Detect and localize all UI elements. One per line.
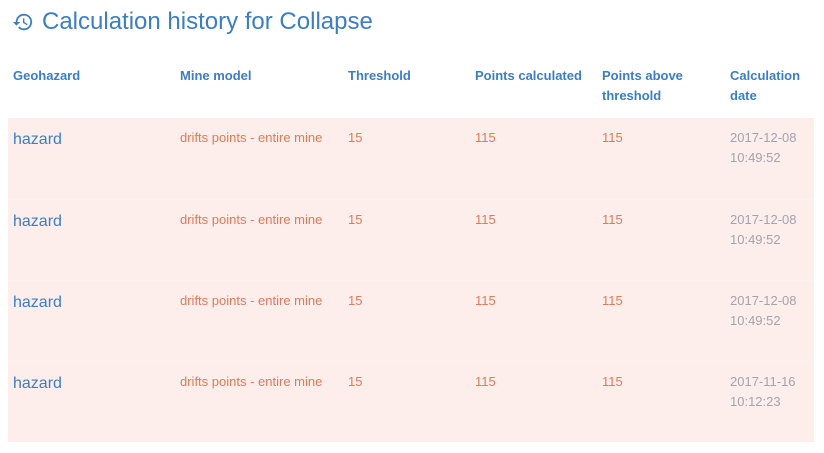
cell-mine-model: drifts points - entire mine [180, 211, 323, 227]
cell-points-calculated: 115 [475, 130, 496, 145]
header-mine-model[interactable]: Mine model [180, 68, 252, 83]
cell-calculation-date: 2017-12-08 10:49:52 [730, 130, 797, 165]
cell-calculation-date: 2017-12-08 10:49:52 [730, 211, 797, 247]
header-threshold[interactable]: Threshold [348, 68, 411, 83]
cell-mine-model: drifts points - entire mine [180, 373, 323, 389]
calculation-history-table: Geohazard Mine model Threshold Points ca… [8, 60, 814, 442]
cell-points-calculated: 115 [475, 373, 496, 389]
cell-geohazard[interactable]: hazard [13, 293, 62, 311]
header-calculation-date[interactable]: Calculation date [730, 68, 801, 103]
history-icon [12, 11, 34, 33]
table-row[interactable]: hazard drifts points - entire mine 15 11… [8, 280, 814, 361]
header-geohazard[interactable]: Geohazard [13, 68, 81, 83]
cell-calculation-date: 2017-12-08 10:49:52 [730, 292, 797, 328]
cell-geohazard[interactable]: hazard [13, 212, 62, 230]
cell-mine-model: drifts points - entire mine [180, 292, 323, 308]
cell-points-calculated: 115 [475, 292, 496, 308]
cell-threshold: 15 [348, 130, 363, 145]
page-title-text: Calculation history for Collapse [42, 8, 373, 35]
cell-points-calculated: 115 [475, 211, 496, 227]
cell-points-above-threshold: 115 [602, 130, 623, 145]
cell-points-above-threshold: 115 [602, 211, 623, 227]
table-header-row: Geohazard Mine model Threshold Points ca… [8, 60, 814, 118]
page-title: Calculation history for Collapse [12, 6, 373, 38]
table-row[interactable]: hazard drifts points - entire mine 15 11… [8, 118, 814, 199]
header-points-above-threshold[interactable]: Points above threshold [602, 68, 683, 103]
cell-points-above-threshold: 115 [602, 292, 623, 308]
header-points-calculated[interactable]: Points calculated [475, 68, 582, 83]
cell-mine-model: drifts points - entire mine [180, 130, 323, 145]
table-row[interactable]: hazard drifts points - entire mine 15 11… [8, 199, 814, 280]
cell-threshold: 15 [348, 292, 363, 308]
cell-geohazard[interactable]: hazard [13, 131, 62, 148]
cell-threshold: 15 [348, 211, 363, 227]
cell-geohazard[interactable]: hazard [13, 374, 62, 392]
cell-calculation-date: 2017-11-16 10:12:23 [730, 373, 796, 409]
table-row[interactable]: hazard drifts points - entire mine 15 11… [8, 361, 814, 442]
cell-points-above-threshold: 115 [602, 373, 623, 389]
cell-threshold: 15 [348, 373, 363, 389]
